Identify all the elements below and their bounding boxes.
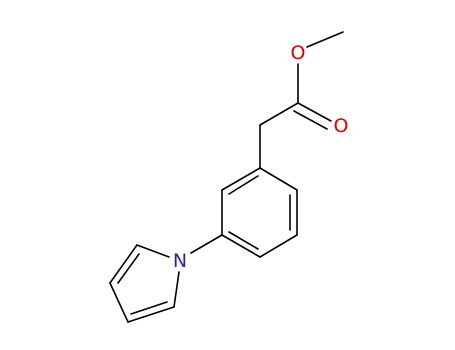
bond [293, 110, 328, 130]
bond [306, 31, 344, 48]
bond [228, 231, 259, 250]
atom-label: O [291, 42, 306, 64]
bond [173, 271, 180, 308]
bond [190, 234, 223, 254]
bond [130, 301, 168, 315]
bond [228, 175, 259, 195]
bond [259, 167, 298, 191]
bond [117, 253, 140, 284]
atom-label: O [334, 115, 349, 137]
atom-label: N [173, 250, 187, 272]
bonds [109, 31, 344, 323]
bond [221, 234, 261, 258]
bond [259, 102, 299, 126]
bond [109, 244, 138, 284]
bond [297, 102, 332, 122]
bond [221, 167, 261, 191]
bond [136, 244, 170, 258]
bond [127, 306, 175, 323]
bond [109, 282, 129, 323]
bond [259, 234, 298, 258]
